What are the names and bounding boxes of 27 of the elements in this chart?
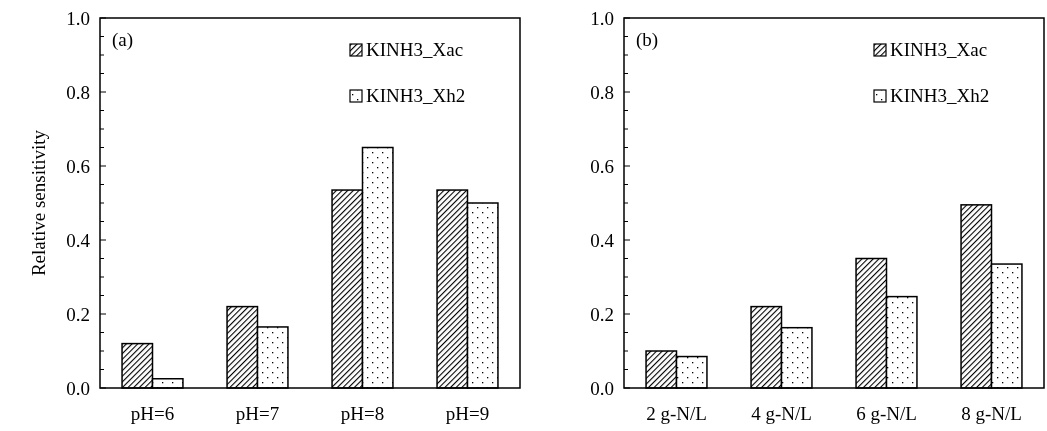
x-tick-label: 2 g-N/L bbox=[646, 403, 707, 424]
y-tick-label: 1.0 bbox=[66, 7, 90, 29]
y-tick-label: 0.6 bbox=[590, 155, 614, 177]
x-tick-label: 4 g-N/L bbox=[751, 403, 812, 424]
y-tick-label: 1.0 bbox=[590, 7, 614, 29]
y-tick-label: 0.8 bbox=[590, 81, 614, 103]
y-axis-title: Relative sensitivity bbox=[28, 129, 49, 277]
x-tick-label: pH=6 bbox=[130, 403, 175, 424]
x-tick-label: 6 g-N/L bbox=[856, 403, 917, 424]
y-tick-label: 0.4 bbox=[590, 229, 615, 251]
annotation: (b) bbox=[636, 29, 659, 51]
y-tick-label: 0.4 bbox=[66, 229, 91, 251]
legend-label: KINH3_Xac bbox=[890, 39, 988, 60]
y-tick-label: 0.2 bbox=[66, 303, 90, 325]
legend-label: KINH3_Xac bbox=[366, 39, 464, 60]
x-tick-label: pH=9 bbox=[445, 403, 490, 424]
x-tick-label: pH=8 bbox=[340, 403, 385, 424]
y-tick-label: 0.8 bbox=[66, 81, 90, 103]
x-tick-label: pH=7 bbox=[235, 403, 280, 424]
x-tick-label: 8 g-N/L bbox=[961, 403, 1022, 424]
legend-label: KINH3_Xh2 bbox=[366, 85, 466, 106]
y-tick-label: 0.0 bbox=[66, 377, 90, 399]
legend-label: KINH3_Xh2 bbox=[890, 85, 990, 106]
y-tick-label: 0.0 bbox=[590, 377, 614, 399]
annotation: (a) bbox=[112, 29, 134, 51]
y-tick-label: 0.2 bbox=[590, 303, 614, 325]
y-tick-label: 0.6 bbox=[66, 155, 90, 177]
